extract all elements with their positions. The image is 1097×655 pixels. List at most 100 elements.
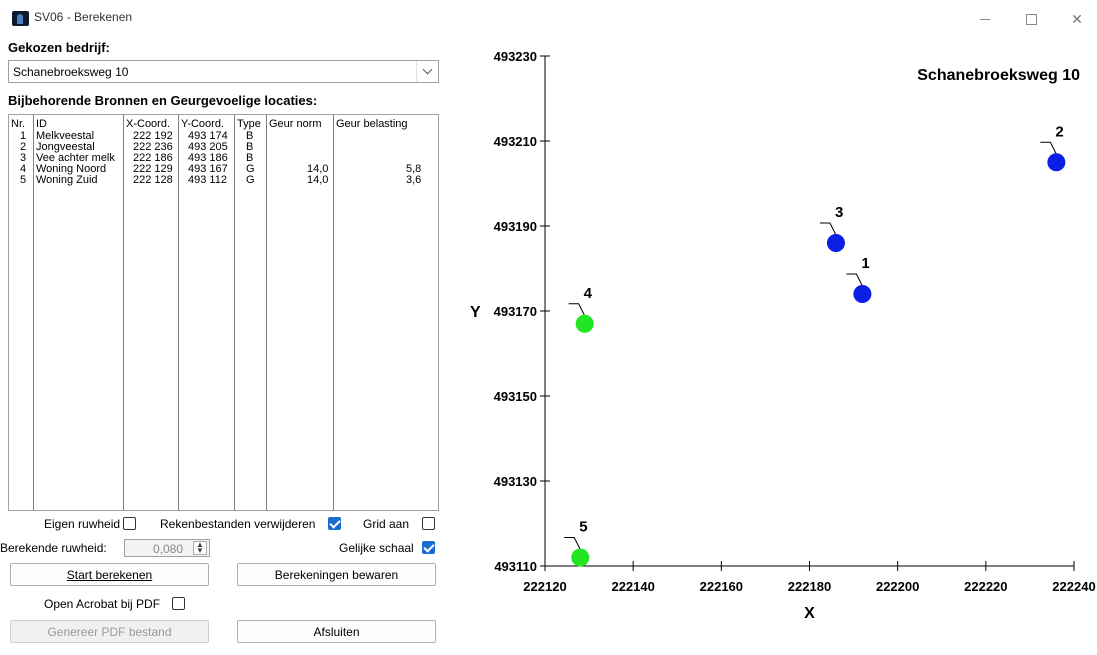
y-tick-label: 493230: [494, 49, 537, 64]
gelijke-schaal-label: Gelijke schaal: [339, 541, 414, 555]
chevron-down-icon[interactable]: [416, 61, 438, 82]
cell-id: Woning Noord: [36, 164, 107, 175]
window-title: SV06 - Berekenen: [34, 10, 133, 24]
cell-geur-belasting: 3,6: [406, 174, 422, 186]
start-berekenen-label: Start berekenen: [66, 567, 153, 582]
cell-x: 222 236: [133, 141, 173, 153]
spinner-updown-icon[interactable]: ▲ ▼: [193, 541, 207, 555]
berekeningen-bewaren-button[interactable]: Berekeningen bewaren: [237, 563, 436, 586]
cell-y: 493 167: [188, 163, 228, 175]
x-tick-label: 222200: [876, 579, 919, 594]
column-header-x[interactable]: X-Coord.: [126, 118, 171, 130]
data-point: [853, 285, 872, 303]
cell-id: Melkveestal: [36, 131, 95, 142]
cell-type: G: [246, 163, 255, 175]
start-berekenen-button[interactable]: Start berekenen: [10, 563, 209, 586]
x-axis-title: X: [804, 605, 815, 622]
column-divider: [333, 115, 334, 510]
cell-y: 493 112: [188, 174, 227, 186]
data-point: [1047, 153, 1066, 172]
cell-geur-belasting: 5,8: [406, 163, 422, 175]
point-leader-line: [819, 222, 837, 236]
x-tick-label: 222120: [523, 579, 566, 594]
point-leader-line: [564, 537, 581, 550]
y-tick-label: 493110: [494, 559, 537, 574]
genereer-pdf-label: Genereer PDF bestand: [47, 624, 172, 639]
y-tick-label: 493150: [494, 389, 537, 404]
y-tick-label: 493190: [494, 219, 537, 234]
point-label: 2: [1055, 123, 1063, 140]
cell-nr: 1: [20, 130, 27, 142]
column-header-id[interactable]: ID: [36, 118, 47, 130]
rekenbestanden-label: Rekenbestanden verwijderen: [160, 517, 316, 531]
data-point: [826, 234, 845, 252]
column-divider: [33, 115, 34, 510]
scatter-chart: 493110 493130 493150 493170 493190 493210 4932…: [470, 49, 1096, 622]
point-label: 3: [835, 204, 843, 221]
sources-table[interactable]: Nr. ID X-Coord. Y-Coord. Type Geur norm …: [8, 114, 439, 511]
point-leader-line: [568, 303, 586, 316]
genereer-pdf-button[interactable]: Genereer PDF bestand: [10, 620, 209, 643]
cell-type: B: [246, 130, 254, 142]
maximize-button[interactable]: [1008, 6, 1054, 32]
cell-x: 222 129: [133, 163, 173, 175]
data-point: [575, 314, 594, 333]
sources-label: Bijbehorende Bronnen en Geurgevoelige lo…: [8, 93, 318, 108]
x-tick-label: 222240: [1052, 579, 1095, 594]
point-leader-line: [1040, 141, 1057, 155]
company-selected-value: Schanebroeksweg 10: [13, 65, 129, 79]
x-tick-label: 222160: [700, 579, 743, 594]
afsluiten-label: Afsluiten: [313, 624, 360, 639]
company-select[interactable]: Schanebroeksweg 10: [8, 60, 439, 83]
cell-y: 493 174: [188, 130, 228, 142]
cell-y: 493 205: [188, 141, 228, 153]
company-label: Gekozen bedrijf:: [8, 40, 110, 55]
eigen-ruwheid-checkbox[interactable]: [123, 517, 136, 530]
close-button[interactable]: ✕: [1071, 10, 1083, 27]
ruwheid-label: Berekende ruwheid:: [0, 541, 107, 555]
grid-checkbox[interactable]: [422, 517, 435, 530]
column-header-nr[interactable]: Nr.: [11, 118, 26, 130]
column-header-geur-belasting[interactable]: Geur belasting: [336, 118, 408, 130]
cell-y: 493 186: [188, 152, 228, 164]
cell-type: B: [246, 141, 254, 153]
x-tick-label: 222220: [964, 579, 1007, 594]
minimize-button[interactable]: [962, 6, 1008, 32]
title-bar: SV06 - Berekenen ✕: [0, 0, 1097, 36]
point-label: 1: [861, 255, 869, 272]
cell-type: B: [246, 152, 254, 164]
cell-id: Woning Zuid: [36, 175, 98, 186]
gelijke-schaal-checkbox[interactable]: [422, 541, 435, 554]
open-acrobat-label: Open Acrobat bij PDF: [44, 597, 161, 611]
cell-x: 222 186: [133, 152, 173, 164]
data-point: [571, 548, 590, 567]
open-acrobat-checkbox[interactable]: [172, 597, 185, 610]
cell-type: G: [246, 174, 255, 186]
rekenbestanden-checkbox[interactable]: [328, 517, 341, 530]
y-axis-title: Y: [470, 304, 481, 321]
cell-geur-norm: 14,0: [307, 163, 329, 175]
cell-nr: 4: [20, 163, 27, 175]
cell-x: 222 128: [133, 174, 173, 186]
y-tick-label: 493170: [494, 304, 537, 319]
column-divider: [123, 115, 124, 510]
point-leader-line: [846, 273, 863, 287]
column-header-geur-norm[interactable]: Geur norm: [269, 118, 322, 130]
afsluiten-button[interactable]: Afsluiten: [237, 620, 436, 643]
cell-geur-norm: 14,0: [307, 174, 329, 186]
column-header-type[interactable]: Type: [237, 118, 261, 130]
point-label: 5: [579, 519, 587, 536]
cell-nr: 5: [20, 174, 27, 186]
y-tick-label: 493210: [494, 134, 537, 149]
column-divider: [178, 115, 179, 510]
ruwheid-spinner[interactable]: 0,080 ▲ ▼: [124, 539, 210, 557]
column-header-y[interactable]: Y-Coord.: [181, 118, 225, 130]
cell-x: 222 192: [133, 130, 173, 142]
cell-nr: 2: [20, 141, 27, 153]
cell-id: Vee achter melk: [36, 153, 115, 164]
column-divider: [266, 115, 267, 510]
eigen-ruwheid-label: Eigen ruwheid: [44, 517, 121, 531]
app-icon: [12, 11, 29, 26]
y-tick-label: 493130: [494, 474, 537, 489]
grid-label: Grid aan: [363, 517, 410, 531]
